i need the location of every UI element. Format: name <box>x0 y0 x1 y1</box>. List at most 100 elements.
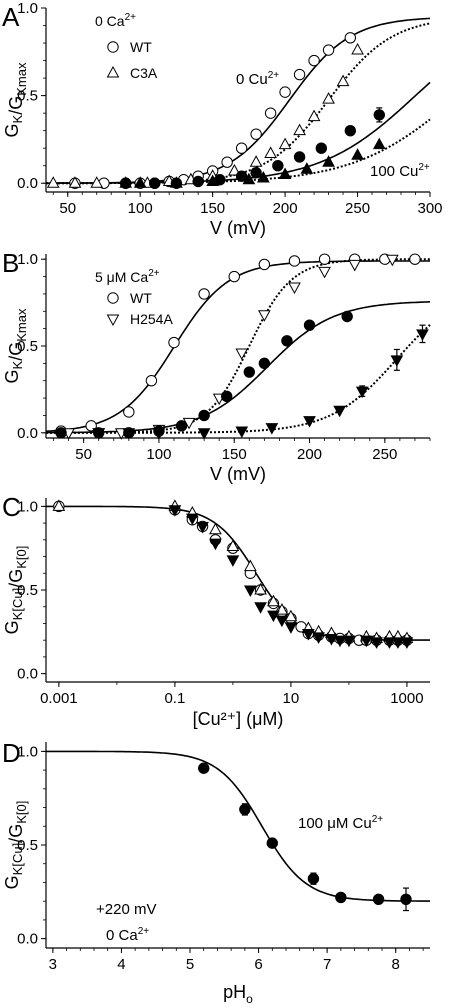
data-point-b-s3 <box>355 386 369 399</box>
legend-label-c3a: C3A <box>130 65 158 81</box>
legend-b: 5 μM Ca2+ WT H254A <box>95 268 173 327</box>
data-point-a-s1 <box>351 43 364 55</box>
data-point-b-s0 <box>258 258 271 271</box>
y-tick-label-d: 0.5 <box>17 837 38 854</box>
x-axis-title-c: [Cu²⁺] (μM) <box>193 709 284 729</box>
legend-marker-a-1 <box>106 65 120 78</box>
x-tick-label-b: 50 <box>75 446 92 463</box>
plot-area-d: 0.0 0.5 1.0 3 4 5 6 7 8 pHo GK[Cu]/GK[0] <box>2 742 430 1006</box>
legend-label-wt: WT <box>130 39 152 55</box>
data-point-b-s0 <box>145 375 158 387</box>
data-point-b-s1 <box>288 282 301 295</box>
data-point-c-s2 <box>254 602 267 614</box>
data-point-b-s3 <box>152 428 166 440</box>
y-tick-label-c: 0.0 <box>17 666 38 683</box>
data-point-a-s1 <box>90 176 104 188</box>
data-point-c-s2 <box>325 634 338 646</box>
data-point-c-s2 <box>360 635 373 648</box>
data-point-a-s2 <box>373 109 385 121</box>
data-point-a-s0 <box>221 156 233 168</box>
data-point-b-s3 <box>122 428 136 440</box>
legend-title-b: 5 μM Ca2+ <box>95 268 160 285</box>
x-axis-title-b: V (mV) <box>210 464 266 484</box>
x-tick-label-a: 300 <box>417 200 442 217</box>
data-point-a-s1 <box>293 123 306 136</box>
y-tick-label-a: 1.0 <box>17 0 38 17</box>
y-tick-label-b: 1.0 <box>17 251 38 268</box>
data-point-d-s0 <box>266 837 278 849</box>
data-point-a-s0 <box>264 107 277 119</box>
data-point-a-s3 <box>278 167 292 179</box>
panel-letter-a: A <box>2 2 20 32</box>
data-point-a-s2 <box>344 124 357 137</box>
data-point-a-s3 <box>206 174 219 186</box>
data-point-a-s3 <box>242 172 256 185</box>
panel-letter-d: D <box>2 738 21 768</box>
legend-label-h254a: H254A <box>130 311 173 327</box>
fit-curve-a-0 <box>46 17 431 184</box>
data-point-a-s2 <box>272 160 284 172</box>
x-axis-title-d: pHo <box>223 982 253 1006</box>
y-tick-label-d: 1.0 <box>17 743 38 760</box>
x-tick-label-b: 150 <box>222 446 247 463</box>
data-point-b-s0 <box>168 336 180 349</box>
data-point-b-s3 <box>92 428 106 440</box>
y-tick-label-a: 0.5 <box>17 88 38 105</box>
data-point-b-s3 <box>416 329 429 341</box>
data-point-c-s1 <box>244 559 257 572</box>
data-point-b-s0 <box>288 255 301 267</box>
data-point-a-s2 <box>235 170 248 182</box>
x-tick-label-d: 4 <box>117 956 125 973</box>
y-axis-title-a: GK/GKmax <box>2 62 29 137</box>
data-point-b-s2 <box>198 409 210 422</box>
data-point-d-s0 <box>335 891 347 904</box>
data-point-c-s2 <box>196 521 209 534</box>
data-point-c-s2 <box>370 637 383 649</box>
data-point-a-s0 <box>279 86 291 98</box>
data-point-c-s2 <box>333 635 347 648</box>
fit-curve-a-3 <box>46 118 431 185</box>
x-tick-label-d: 3 <box>49 956 57 973</box>
panel-letter-c: C <box>2 492 21 522</box>
data-point-b-s2 <box>55 427 67 439</box>
data-point-c-s1 <box>209 522 222 535</box>
x-tick-label-c: 0.001 <box>40 690 78 707</box>
data-point-a-s1 <box>228 163 241 176</box>
annotation-voltage: +220 mV <box>96 901 156 918</box>
legend-a: 0 Ca2+ WT C3A <box>95 12 158 81</box>
y-tick-label-c: 0.5 <box>17 582 38 599</box>
x-axis-title-a: V (mV) <box>210 218 266 238</box>
panel-a: A 0.0 0.5 1.0 50 100 150 200 250 300 V (mV) GK/GKm… <box>2 0 443 238</box>
annotation-cu-concentration: 100 μM Cu2+ <box>298 814 383 832</box>
data-point-c-s2 <box>226 555 240 567</box>
y-tick-label-a: 0.0 <box>17 175 38 192</box>
data-point-b-s2 <box>221 390 233 403</box>
data-point-a-s0 <box>235 142 248 154</box>
data-point-b-s2 <box>281 335 293 347</box>
data-point-a-s3 <box>372 137 386 150</box>
data-point-b-s0 <box>228 270 240 283</box>
plot-area-a: 0.0 0.5 1.0 50 100 150 200 250 300 V (mV) GK/GKmax <box>2 0 443 238</box>
panel-c: C 0.0 0.5 1.0 0.001 0.1 10 1000 [Cu²⁺] (μM) GK[C… <box>2 492 430 729</box>
fit-curve-b-0 <box>45 260 430 433</box>
data-point-c-s2 <box>302 628 315 641</box>
data-point-c-s2 <box>400 637 414 649</box>
data-point-a-s2 <box>315 142 328 154</box>
data-point-b-s1 <box>235 348 249 360</box>
panel-letter-b: B <box>2 248 19 278</box>
data-point-a-s0 <box>250 128 262 140</box>
data-point-b-s0 <box>198 288 210 300</box>
data-point-a-s1 <box>336 74 350 87</box>
data-point-a-s1 <box>307 109 321 122</box>
data-point-c-s1 <box>254 582 267 595</box>
data-point-d-s0 <box>372 893 385 906</box>
plot-area-c: 0.0 0.5 1.0 0.001 0.1 10 1000 [Cu²⁺] (μM) GK[Cu]… <box>2 498 430 729</box>
data-point-a-s2 <box>293 151 306 163</box>
fit-curve-b-2 <box>46 301 431 434</box>
data-point-c-s1 <box>226 539 240 552</box>
data-point-a-s3 <box>133 176 147 188</box>
data-point-b-s2 <box>175 420 188 432</box>
data-point-b-s1 <box>348 259 362 272</box>
data-point-a-s1 <box>249 155 263 167</box>
legend-marker-b-1 <box>106 314 120 327</box>
